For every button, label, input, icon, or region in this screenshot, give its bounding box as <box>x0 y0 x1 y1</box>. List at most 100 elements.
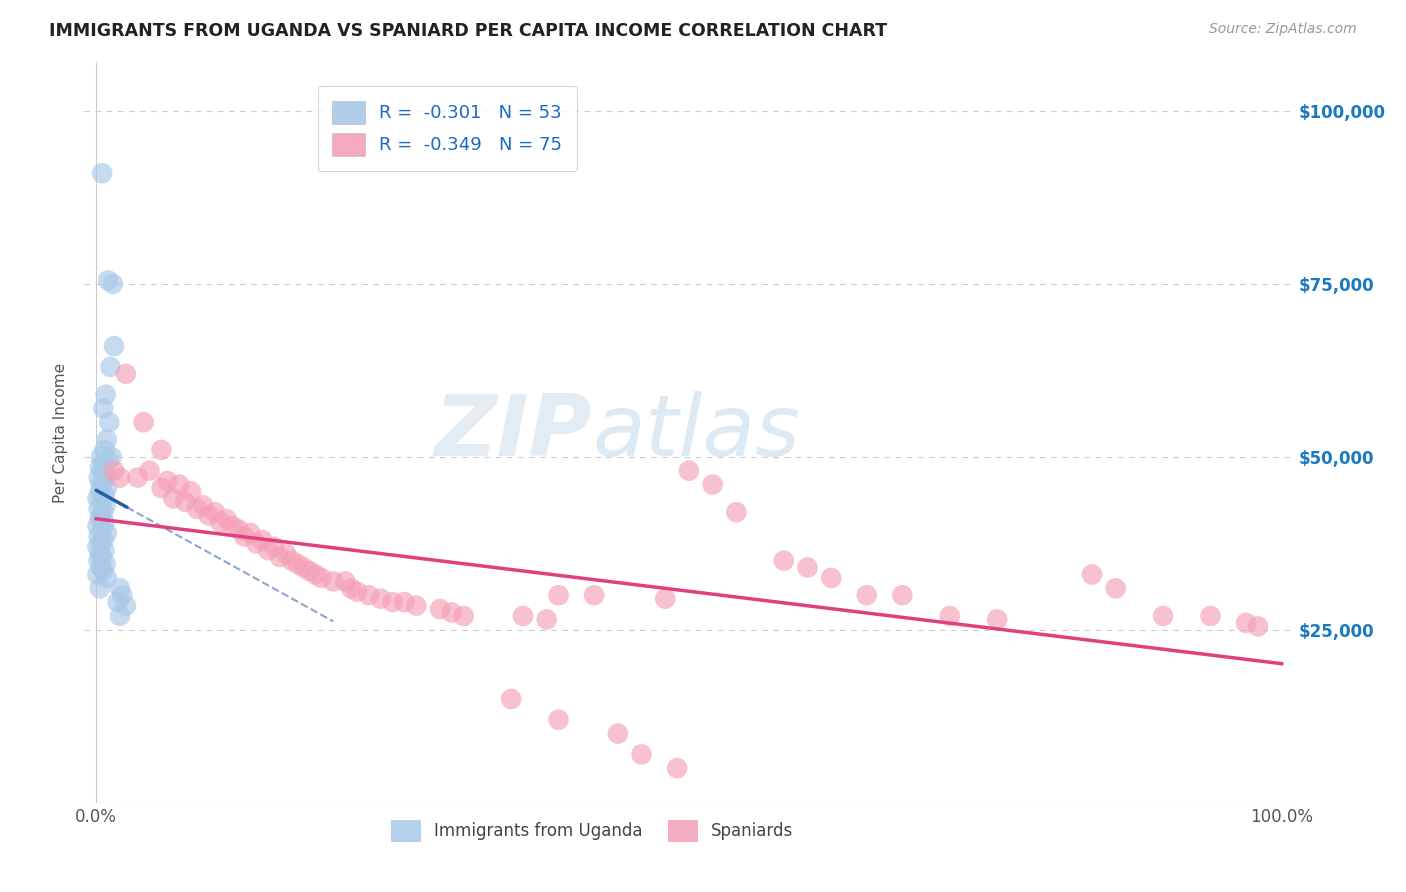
Point <box>115 599 138 613</box>
Point <box>1081 567 1104 582</box>
Point <box>311 571 333 585</box>
Point <box>91 564 114 578</box>
Point <box>405 599 427 613</box>
Point <box>91 495 114 509</box>
Text: ZIP: ZIP <box>434 391 592 475</box>
Point <box>87 529 110 543</box>
Point <box>340 582 363 596</box>
Legend: Immigrants from Uganda, Spaniards: Immigrants from Uganda, Spaniards <box>382 812 801 850</box>
Point <box>90 560 112 574</box>
Text: atlas: atlas <box>592 391 800 475</box>
Point <box>103 464 125 478</box>
Point <box>97 453 120 467</box>
Point <box>512 609 534 624</box>
Point <box>90 450 112 464</box>
Point <box>96 571 118 585</box>
Point <box>150 442 173 457</box>
Point <box>666 761 689 775</box>
Point <box>162 491 184 506</box>
Point <box>91 464 114 478</box>
Point <box>87 470 110 484</box>
Point <box>93 442 115 457</box>
Point <box>547 588 569 602</box>
Point <box>93 488 115 502</box>
Point <box>91 166 114 180</box>
Point <box>86 491 108 506</box>
Point <box>1105 582 1128 596</box>
Point <box>186 501 208 516</box>
Point <box>228 523 250 537</box>
Point <box>91 550 114 565</box>
Point <box>239 525 262 540</box>
Point <box>90 477 112 491</box>
Point <box>96 481 118 495</box>
Point <box>91 533 114 547</box>
Point <box>986 612 1008 626</box>
Point <box>820 571 842 585</box>
Point <box>127 470 149 484</box>
Point <box>108 609 131 624</box>
Point <box>233 529 256 543</box>
Point <box>606 726 628 740</box>
Point <box>91 523 114 537</box>
Point <box>1234 615 1257 630</box>
Point <box>90 536 112 550</box>
Point <box>263 540 285 554</box>
Point <box>357 588 380 602</box>
Point <box>292 560 315 574</box>
Point <box>167 477 190 491</box>
Point <box>156 474 179 488</box>
Point <box>204 505 226 519</box>
Point <box>1247 619 1270 633</box>
Point <box>87 554 110 568</box>
Point <box>938 609 960 624</box>
Point <box>94 387 117 401</box>
Point <box>198 508 221 523</box>
Point <box>772 554 794 568</box>
Point <box>440 606 463 620</box>
Point <box>150 481 173 495</box>
Point <box>91 505 114 519</box>
Point <box>111 588 134 602</box>
Point <box>180 484 202 499</box>
Point <box>101 277 124 291</box>
Point <box>86 540 108 554</box>
Point <box>855 588 877 602</box>
Point <box>274 547 297 561</box>
Point <box>174 495 197 509</box>
Point <box>702 477 724 491</box>
Point <box>96 433 118 447</box>
Point <box>91 401 114 416</box>
Point <box>89 547 111 561</box>
Point <box>346 584 368 599</box>
Point <box>453 609 475 624</box>
Point <box>108 582 131 596</box>
Point <box>93 543 115 558</box>
Point <box>98 415 121 429</box>
Point <box>209 516 232 530</box>
Point <box>333 574 356 589</box>
Point <box>89 484 111 499</box>
Point <box>90 508 112 523</box>
Point <box>370 591 392 606</box>
Point <box>678 464 700 478</box>
Point <box>891 588 914 602</box>
Point <box>93 516 115 530</box>
Point <box>91 474 114 488</box>
Point <box>1152 609 1174 624</box>
Point <box>281 554 304 568</box>
Point <box>132 415 155 429</box>
Point <box>381 595 404 609</box>
Point <box>250 533 273 547</box>
Point <box>87 501 110 516</box>
Point <box>1199 609 1222 624</box>
Point <box>94 557 117 571</box>
Point <box>298 564 321 578</box>
Point <box>630 747 652 762</box>
Point <box>796 560 818 574</box>
Point <box>304 567 326 582</box>
Point <box>103 339 125 353</box>
Point <box>725 505 748 519</box>
Point <box>245 536 267 550</box>
Point <box>94 498 117 512</box>
